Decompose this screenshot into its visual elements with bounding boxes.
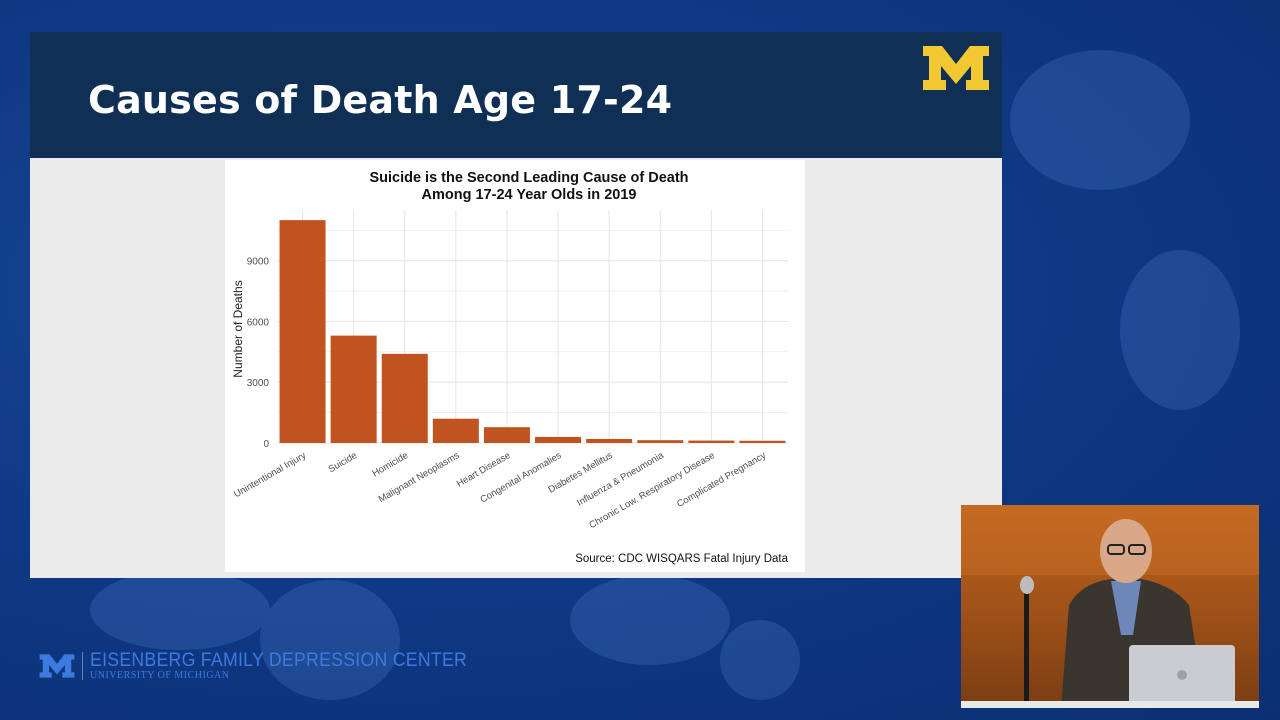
y-tick-label: 0 xyxy=(263,439,269,450)
slide-header: Causes of Death Age 17-24 xyxy=(30,32,1002,158)
block-m-logo xyxy=(923,46,989,90)
x-tick-label: Complicated Pregnancy xyxy=(675,450,768,510)
bar-heart-disease xyxy=(483,427,530,443)
chart-title-line1: Suicide is the Second Leading Cause of D… xyxy=(369,170,688,186)
bar-unintentional-injury xyxy=(279,220,326,443)
x-tick-label: Suicide xyxy=(327,450,359,475)
speaker-video xyxy=(961,505,1259,708)
y-tick-label: 3000 xyxy=(247,378,270,389)
footer-org-sub: UNIVERSITY OF MICHIGAN xyxy=(90,670,230,681)
y-axis-label: Number of Deaths xyxy=(231,280,245,377)
presentation-slide: Causes of Death Age 17-24 Suicide is the… xyxy=(30,32,1002,578)
speaker-video-frame xyxy=(961,505,1259,708)
x-tick-label: Homicide xyxy=(370,450,410,479)
bar-influenza-pneumonia xyxy=(637,440,684,443)
x-tick-label: Influenza & Pneumonia xyxy=(575,450,666,509)
bar-suicide xyxy=(330,335,377,443)
slide-title: Causes of Death Age 17-24 xyxy=(88,78,673,122)
speaker-head xyxy=(1100,519,1152,583)
bar-complicated-pregnancy xyxy=(739,440,786,443)
bar-congenital-anomalies xyxy=(535,436,582,443)
chart-source: Source: CDC WISQARS Fatal Injury Data xyxy=(575,553,788,565)
footer-divider xyxy=(82,652,83,680)
chart-title-line2: Among 17-24 Year Olds in 2019 xyxy=(422,187,637,203)
microphone-icon xyxy=(1020,576,1034,594)
footer-block-m-logo xyxy=(39,654,75,678)
microphone-stand xyxy=(1024,581,1029,701)
y-tick-labels: 0 3000 6000 9000 xyxy=(247,257,270,450)
bar-chart: Suicide is the Second Leading Cause of D… xyxy=(231,170,789,565)
bar-homicide xyxy=(381,353,428,443)
bar-diabetes-mellitus xyxy=(586,438,633,443)
y-tick-label: 6000 xyxy=(247,317,270,328)
chart-panel: Suicide is the Second Leading Cause of D… xyxy=(225,160,805,572)
x-tick-label: Unintentional Injury xyxy=(232,450,308,500)
x-tick-labels: Unintentional Injury Suicide HomicideMalig… xyxy=(232,450,768,531)
footer-org-name: EISENBERG FAMILY DEPRESSION CENTER xyxy=(90,650,468,671)
bars xyxy=(279,220,786,443)
y-tick-label: 9000 xyxy=(247,257,270,268)
bar-chronic-low-respiratory-disease xyxy=(688,440,735,443)
footer-branding: EISENBERG FAMILY DEPRESSION CENTER UNIVE… xyxy=(38,650,467,684)
bar-malignant-neoplasms xyxy=(432,418,479,443)
